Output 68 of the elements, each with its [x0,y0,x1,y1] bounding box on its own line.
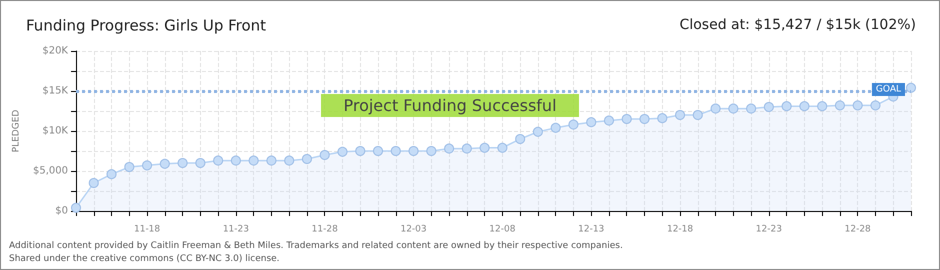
point [497,142,508,153]
point [568,120,578,130]
point [71,202,81,213]
point [692,110,703,120]
chart-title: Funding Progress: Girls Up Front [26,16,266,34]
point [817,101,828,112]
point [675,110,686,120]
point [640,114,650,124]
x-tick-label: 11-28 [312,224,338,234]
banner: Project Funding Successful [321,94,579,117]
point [248,156,259,166]
y-tick-label: $15K [42,86,68,96]
point [302,154,312,164]
point [550,122,561,133]
point [604,116,614,126]
x-tick-label: 11-18 [134,224,160,234]
x-tick-label: 12-18 [666,224,694,234]
point [728,104,738,114]
point [338,146,348,157]
point [622,114,632,124]
x-tick-label: 11-23 [222,224,249,234]
point [373,146,384,156]
x-tick-label: 12-03 [400,224,427,234]
point [320,150,330,160]
point [710,104,721,114]
x-tick-label: 12-13 [578,224,604,234]
point [532,126,543,137]
point [195,158,206,168]
point [870,100,880,110]
point [764,102,774,112]
point [408,146,419,156]
point [834,100,845,110]
text: Additional content provided by Caitlin Freeman & Beth Miles. Trademarks and related content are owned by their respective companies. [9,241,623,251]
point [906,82,916,93]
point [178,158,188,168]
point [782,101,792,112]
point [746,104,756,114]
point [444,144,454,154]
x-tick-label: 12-28 [844,224,872,234]
point [657,113,668,124]
y-tick-label: $0 [55,206,68,216]
chart-subtitle: Closed at: $15,427 / $15k (102%) [680,17,916,33]
point [426,146,436,156]
point [515,134,526,144]
point [480,142,490,153]
y-tick-label: $20K [42,46,68,56]
y-axis-title: PLEDGED [12,110,22,152]
point [230,156,241,166]
point [106,169,117,180]
point [852,100,863,110]
y-tick-label: $10K [42,126,68,136]
x-tick-label: 12-23 [756,224,782,234]
point [142,160,152,170]
point [462,144,472,154]
point [88,178,99,188]
point [266,156,276,166]
point [355,146,366,156]
point [586,117,596,128]
text: Shared under the creative commons (CC BY-NC 3.0) license. [9,254,280,264]
point [124,162,134,172]
point [160,158,170,169]
point [284,156,294,166]
point [213,156,224,166]
x-tick-label: 12-08 [489,224,516,234]
point [390,146,401,156]
ref-line-label: GOAL [876,84,901,94]
point [799,101,810,112]
y-tick-label: $5,000 [33,166,68,176]
